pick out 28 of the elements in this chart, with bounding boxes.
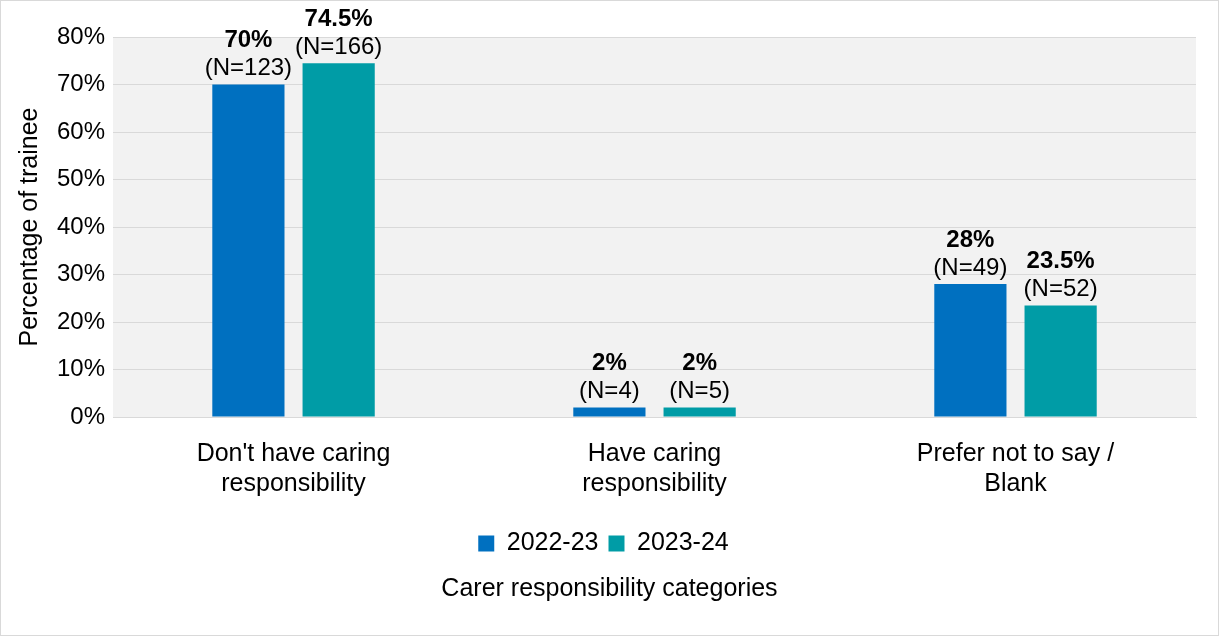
y-tick-label: 70% <box>56 69 106 97</box>
bar <box>573 407 646 417</box>
data-label: 28% (N=49) <box>933 224 1008 280</box>
data-label: 2% (N=5) <box>669 348 730 404</box>
data-label: 2% (N=4) <box>579 348 640 404</box>
legend-label: 2022-23 <box>506 527 599 556</box>
bar <box>212 84 285 417</box>
data-label: 74.5% (N=166) <box>294 3 383 59</box>
y-tick-label: 60% <box>56 116 106 144</box>
y-tick-label: 30% <box>56 259 106 287</box>
bar <box>663 407 736 417</box>
x-axis-title: Carer responsibility categories <box>440 573 779 602</box>
y-tick-label: 50% <box>56 164 106 192</box>
legend-label: 2023-24 <box>637 527 729 556</box>
y-tick-label: 20% <box>56 306 106 334</box>
y-tick-label: 10% <box>56 354 106 382</box>
x-tick-label: Don't have caring responsibility <box>196 437 391 496</box>
bar <box>934 284 1007 417</box>
data-label: 70% (N=123) <box>204 25 293 81</box>
bar <box>302 63 375 417</box>
x-tick-label: Have caring responsibility <box>582 437 728 496</box>
y-tick-label: 80% <box>56 21 106 49</box>
x-tick-label: Prefer not to say / Blank <box>916 437 1115 496</box>
data-label: 23.5% (N=52) <box>1023 246 1098 301</box>
bar <box>1024 305 1097 417</box>
y-tick-label: 40% <box>56 211 106 239</box>
y-tick-label: 0% <box>70 401 106 429</box>
y-axis-title: Percentage of trainee <box>13 107 42 347</box>
